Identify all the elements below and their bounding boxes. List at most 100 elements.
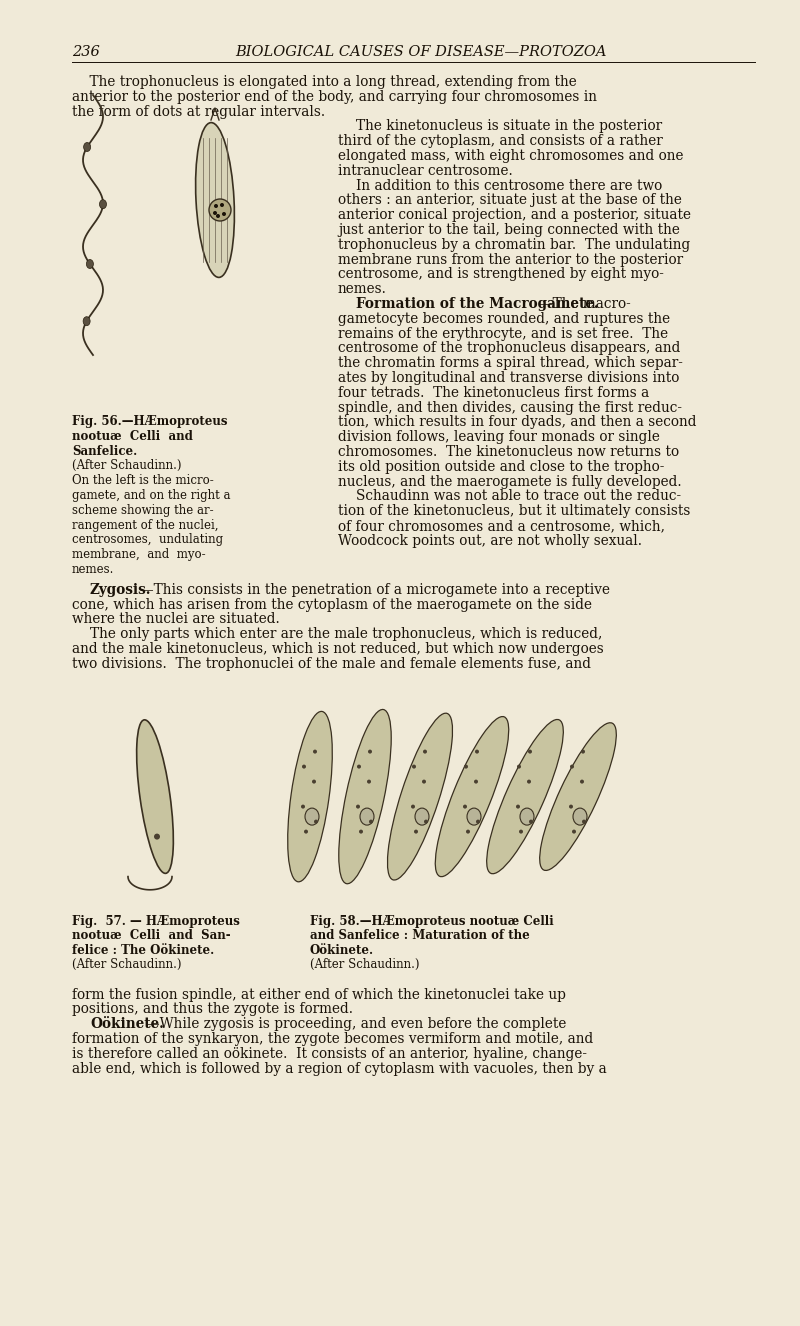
Text: nemes.: nemes.	[72, 564, 114, 575]
Ellipse shape	[520, 808, 534, 825]
Ellipse shape	[220, 203, 224, 207]
Text: nootuæ  Celli  and  San-: nootuæ Celli and San-	[72, 930, 230, 941]
Text: division follows, leaving four monads or single: division follows, leaving four monads or…	[338, 430, 660, 444]
Ellipse shape	[222, 212, 226, 216]
Text: third of the cytoplasm, and consists of a rather: third of the cytoplasm, and consists of …	[338, 134, 662, 149]
Ellipse shape	[338, 709, 391, 883]
Text: Fig. 58.—HÆmoproteus nootuæ Celli: Fig. 58.—HÆmoproteus nootuæ Celli	[310, 915, 554, 928]
Text: Fig. 56.—HÆmoproteus: Fig. 56.—HÆmoproteus	[72, 415, 227, 428]
Ellipse shape	[288, 711, 332, 882]
Text: Formation of the Macrogamete.: Formation of the Macrogamete.	[356, 297, 598, 312]
Text: membrane runs from the anterior to the posterior: membrane runs from the anterior to the p…	[338, 252, 683, 267]
Text: able end, which is followed by a region of cytoplasm with vacuoles, then by a: able end, which is followed by a region …	[72, 1062, 606, 1075]
Text: intranuclear centrosome.: intranuclear centrosome.	[338, 164, 513, 178]
Text: just anterior to the tail, being connected with the: just anterior to the tail, being connect…	[338, 223, 680, 237]
Ellipse shape	[84, 142, 90, 151]
Ellipse shape	[476, 819, 480, 823]
Ellipse shape	[475, 749, 479, 753]
Ellipse shape	[86, 260, 94, 268]
Text: Zygosis.: Zygosis.	[90, 583, 151, 597]
Text: its old position outside and close to the tropho-: its old position outside and close to th…	[338, 460, 664, 473]
Text: cone, which has arisen from the cytoplasm of the maerogamete on the side: cone, which has arisen from the cytoplas…	[72, 598, 592, 611]
Text: remains of the erythrocyte, and is set free.  The: remains of the erythrocyte, and is set f…	[338, 326, 668, 341]
Text: nootuæ  Celli  and: nootuæ Celli and	[72, 430, 193, 443]
Ellipse shape	[528, 749, 532, 753]
Text: ates by longitudinal and transverse divisions into: ates by longitudinal and transverse divi…	[338, 371, 679, 385]
Text: nemes.: nemes.	[338, 282, 387, 296]
Text: The kinetonucleus is situate in the posterior: The kinetonucleus is situate in the post…	[356, 119, 662, 134]
Ellipse shape	[216, 213, 220, 217]
Text: Woodcock points out, are not wholly sexual.: Woodcock points out, are not wholly sexu…	[338, 534, 642, 548]
Ellipse shape	[360, 808, 374, 825]
Ellipse shape	[463, 805, 467, 809]
Text: BIOLOGICAL CAUSES OF DISEASE—PROTOZOA: BIOLOGICAL CAUSES OF DISEASE—PROTOZOA	[235, 45, 606, 58]
Ellipse shape	[312, 780, 316, 784]
Text: In addition to this centrosome there are two: In addition to this centrosome there are…	[356, 179, 662, 192]
Text: (After Schaudinn.): (After Schaudinn.)	[310, 959, 419, 971]
Ellipse shape	[367, 780, 371, 784]
Ellipse shape	[414, 830, 418, 834]
Ellipse shape	[99, 200, 106, 208]
Ellipse shape	[368, 749, 372, 753]
Text: four tetrads.  The kinetonucleus first forms a: four tetrads. The kinetonucleus first fo…	[338, 386, 650, 400]
Ellipse shape	[137, 720, 174, 874]
Text: The only parts which enter are the male trophonucleus, which is reduced,: The only parts which enter are the male …	[90, 627, 602, 642]
Text: spindle, and then divides, causing the first reduc-: spindle, and then divides, causing the f…	[338, 400, 682, 415]
Text: On the left is the micro-: On the left is the micro-	[72, 475, 214, 487]
Ellipse shape	[411, 805, 415, 809]
Ellipse shape	[359, 830, 363, 834]
Text: centrosome, and is strengthened by eight myo-: centrosome, and is strengthened by eight…	[338, 268, 664, 281]
Text: —The macro-: —The macro-	[538, 297, 630, 312]
Text: (After Schaudinn.): (After Schaudinn.)	[72, 959, 182, 971]
Text: membrane,  and  myo-: membrane, and myo-	[72, 548, 206, 561]
Text: others : an anterior, situate just at the base of the: others : an anterior, situate just at th…	[338, 194, 682, 207]
Text: two divisions.  The trophonuclei of the male and female elements fuse, and: two divisions. The trophonuclei of the m…	[72, 656, 591, 671]
Text: felice : The Oökinete.: felice : The Oökinete.	[72, 944, 214, 956]
Text: Fig.  57. — HÆmoproteus: Fig. 57. — HÆmoproteus	[72, 915, 240, 928]
Ellipse shape	[412, 765, 416, 769]
Ellipse shape	[582, 819, 586, 823]
Text: where the nuclei are situated.: where the nuclei are situated.	[72, 613, 280, 626]
Text: positions, and thus the zygote is formed.: positions, and thus the zygote is formed…	[72, 1002, 353, 1017]
Ellipse shape	[369, 819, 373, 823]
Text: chromosomes.  The kinetonucleus now returns to: chromosomes. The kinetonucleus now retur…	[338, 446, 679, 459]
Ellipse shape	[527, 780, 531, 784]
Ellipse shape	[580, 780, 584, 784]
Ellipse shape	[313, 749, 317, 753]
Text: —While zygosis is proceeding, and even before the complete: —While zygosis is proceeding, and even b…	[146, 1017, 566, 1032]
Text: form the fusion spindle, at either end of which the kinetonuclei take up: form the fusion spindle, at either end o…	[72, 988, 566, 1001]
Ellipse shape	[474, 780, 478, 784]
Text: gametocyte becomes rounded, and ruptures the: gametocyte becomes rounded, and ruptures…	[338, 312, 670, 326]
Ellipse shape	[314, 819, 318, 823]
Ellipse shape	[581, 749, 585, 753]
Ellipse shape	[356, 805, 360, 809]
Text: and the male kinetonucleus, which is not reduced, but which now undergoes: and the male kinetonucleus, which is not…	[72, 642, 604, 656]
Ellipse shape	[301, 805, 305, 809]
Ellipse shape	[435, 716, 509, 876]
Ellipse shape	[516, 805, 520, 809]
Ellipse shape	[304, 830, 308, 834]
Ellipse shape	[569, 805, 573, 809]
Ellipse shape	[464, 765, 468, 769]
Ellipse shape	[423, 749, 427, 753]
Ellipse shape	[519, 830, 523, 834]
Ellipse shape	[573, 808, 587, 825]
Text: anterior to the posterior end of the body, and carrying four chromosomes in: anterior to the posterior end of the bod…	[72, 90, 597, 103]
Text: elongated mass, with eight chromosomes and one: elongated mass, with eight chromosomes a…	[338, 149, 683, 163]
Ellipse shape	[415, 808, 429, 825]
Text: —This consists in the penetration of a microgamete into a receptive: —This consists in the penetration of a m…	[139, 583, 610, 597]
Text: formation of the synkaryon, the zygote becomes vermiform and motile, and: formation of the synkaryon, the zygote b…	[72, 1032, 594, 1046]
Ellipse shape	[572, 830, 576, 834]
Ellipse shape	[83, 317, 90, 326]
Text: tion of the kinetonucleus, but it ultimately consists: tion of the kinetonucleus, but it ultima…	[338, 504, 690, 518]
Text: centrosome of the trophonucleus disappears, and: centrosome of the trophonucleus disappea…	[338, 341, 680, 355]
Ellipse shape	[517, 765, 521, 769]
Ellipse shape	[467, 808, 481, 825]
Text: and Sanfelice : Maturation of the: and Sanfelice : Maturation of the	[310, 930, 530, 941]
Text: of four chromosomes and a centrosome, which,: of four chromosomes and a centrosome, wh…	[338, 518, 665, 533]
Ellipse shape	[387, 713, 453, 880]
Ellipse shape	[305, 808, 319, 825]
Text: Oökinete.: Oökinete.	[90, 1017, 164, 1032]
Text: 236: 236	[72, 45, 100, 58]
Text: gamete, and on the right a: gamete, and on the right a	[72, 489, 230, 503]
